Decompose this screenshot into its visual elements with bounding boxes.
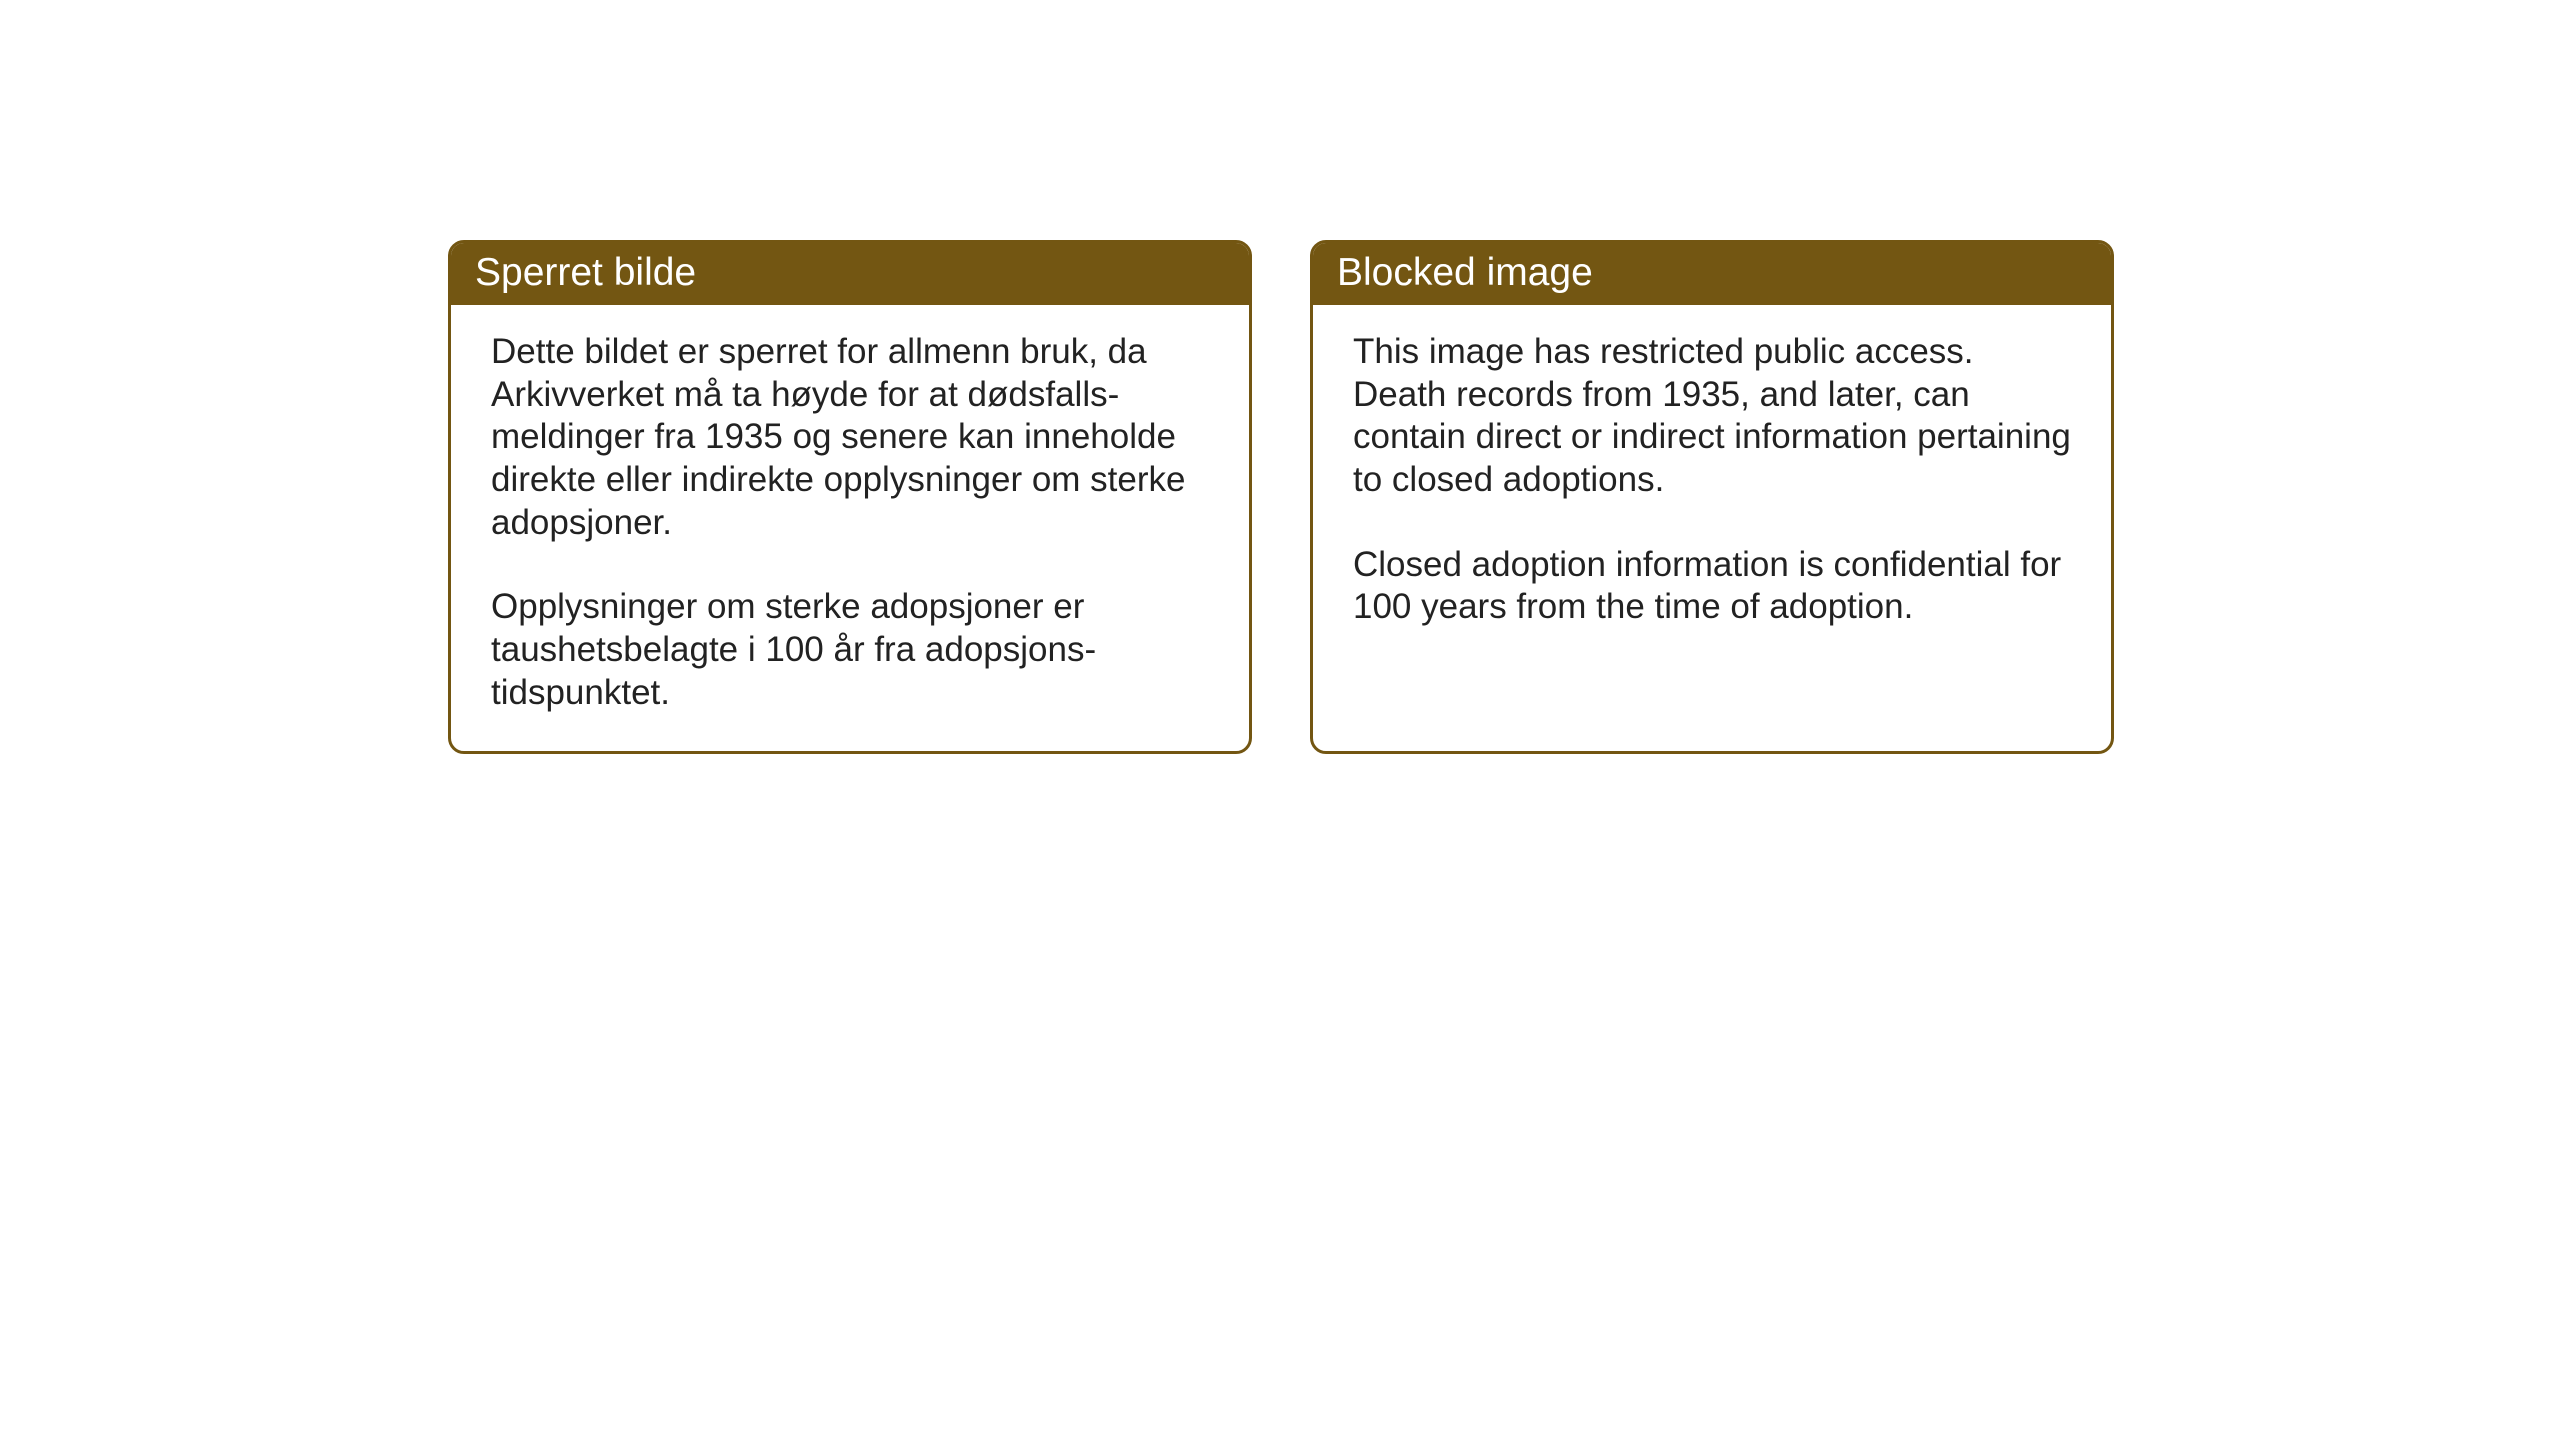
- notice-header: Sperret bilde: [451, 243, 1249, 305]
- notice-paragraph: This image has restricted public access.…: [1353, 331, 2071, 502]
- notice-paragraph: Opplysninger om sterke adopsjoner er tau…: [491, 586, 1209, 714]
- notice-box-norwegian: Sperret bilde Dette bildet er sperret fo…: [448, 240, 1252, 754]
- notice-body: Dette bildet er sperret for allmenn bruk…: [451, 305, 1249, 751]
- notice-header: Blocked image: [1313, 243, 2111, 305]
- notice-container: Sperret bilde Dette bildet er sperret fo…: [448, 240, 2114, 754]
- notice-box-english: Blocked image This image has restricted …: [1310, 240, 2114, 754]
- notice-paragraph: Dette bildet er sperret for allmenn bruk…: [491, 331, 1209, 544]
- notice-body: This image has restricted public access.…: [1313, 305, 2111, 745]
- notice-paragraph: Closed adoption information is confident…: [1353, 544, 2071, 629]
